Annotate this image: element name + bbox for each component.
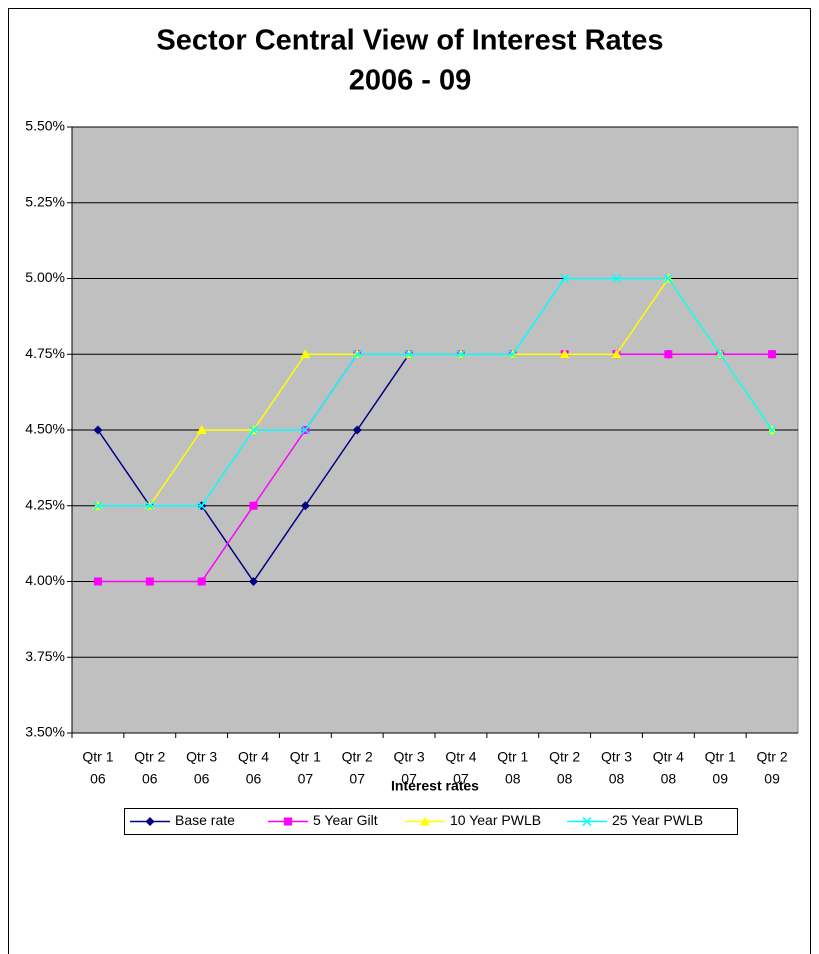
y-tick-label: 4.00% xyxy=(25,572,65,588)
x-tick-label: 07 xyxy=(349,771,365,787)
x-tick-label: Qtr 4 xyxy=(653,749,684,765)
marker xyxy=(611,349,622,359)
y-tick-label: 4.25% xyxy=(25,496,65,512)
x-tick-label: 09 xyxy=(712,771,728,787)
x-tick-label: 08 xyxy=(557,771,573,787)
marker xyxy=(300,425,310,435)
x-tick-label: 08 xyxy=(609,771,625,787)
marker xyxy=(145,501,155,511)
x-tick-label: Qtr 3 xyxy=(186,749,217,765)
y-tick-label: 5.00% xyxy=(25,269,65,285)
y-tick-label: 4.75% xyxy=(25,345,65,361)
chart-title: Sector Central View of Interest Rates xyxy=(156,25,663,57)
marker xyxy=(197,577,206,586)
x-tick-label: 07 xyxy=(401,771,417,787)
marker xyxy=(196,425,207,434)
marker xyxy=(456,349,466,359)
x-tick-label: 06 xyxy=(142,771,158,787)
legend-marker xyxy=(582,816,592,827)
legend-label: 10 Year PWLB xyxy=(450,812,541,828)
x-tick-label: Qtr 1 xyxy=(290,749,321,765)
marker xyxy=(404,349,414,359)
x-tick-label: Qtr 3 xyxy=(394,749,425,765)
marker xyxy=(663,273,673,284)
marker xyxy=(197,501,207,511)
marker xyxy=(508,349,518,359)
marker xyxy=(715,349,725,359)
x-tick-label: Qtr 2 xyxy=(757,749,788,765)
x-tick-label: 07 xyxy=(453,771,469,787)
y-tick-label: 3.75% xyxy=(25,648,65,664)
x-tick-label: 06 xyxy=(90,771,106,787)
marker xyxy=(664,350,673,359)
y-tick-label: 5.50% xyxy=(25,118,65,134)
x-tick-label: Qtr 1 xyxy=(497,749,528,765)
marker xyxy=(145,577,154,586)
marker xyxy=(93,425,103,435)
marker xyxy=(611,273,622,284)
marker xyxy=(93,501,103,511)
legend-marker xyxy=(420,816,430,826)
x-tick-label: Qtr 1 xyxy=(82,749,113,765)
y-tick-label: 3.50% xyxy=(25,724,65,740)
x-tick-label: Qtr 2 xyxy=(342,749,373,765)
marker xyxy=(249,501,258,510)
x-tick-label: Qtr 2 xyxy=(134,749,165,765)
legend-marker xyxy=(145,817,155,826)
marker xyxy=(248,425,259,435)
marker xyxy=(768,350,777,359)
legend-label: Base rate xyxy=(175,812,235,828)
x-tick-label: 06 xyxy=(194,771,210,787)
x-tick-label: 06 xyxy=(246,771,262,787)
chart-border xyxy=(8,8,811,954)
y-tick-label: 4.50% xyxy=(25,421,65,437)
chart-title: 2006 - 09 xyxy=(349,65,472,97)
marker xyxy=(352,425,362,435)
y-tick-label: 5.25% xyxy=(25,193,65,209)
series-line xyxy=(97,277,773,507)
x-tick-label: Qtr 4 xyxy=(445,749,476,765)
legend-label: 5 Year Gilt xyxy=(313,812,378,828)
x-tick-label: 08 xyxy=(505,771,521,787)
x-tick-label: 07 xyxy=(298,771,314,787)
x-tick-label: Qtr 2 xyxy=(549,749,580,765)
legend-marker xyxy=(284,817,292,826)
x-tick-label: Qtr 1 xyxy=(705,749,736,765)
x-tick-label: Qtr 3 xyxy=(601,749,632,765)
x-tick-label: 09 xyxy=(764,771,780,787)
marker xyxy=(300,501,310,511)
marker xyxy=(249,577,258,586)
legend-label: 25 Year PWLB xyxy=(612,812,703,828)
marker xyxy=(559,349,570,359)
marker xyxy=(300,349,311,359)
marker xyxy=(352,349,362,359)
marker xyxy=(560,273,570,284)
x-axis-label: Interest rates xyxy=(391,778,479,794)
x-tick-label: Qtr 4 xyxy=(238,749,269,765)
marker xyxy=(93,577,102,586)
marker xyxy=(767,425,777,435)
x-tick-label: 08 xyxy=(661,771,677,787)
